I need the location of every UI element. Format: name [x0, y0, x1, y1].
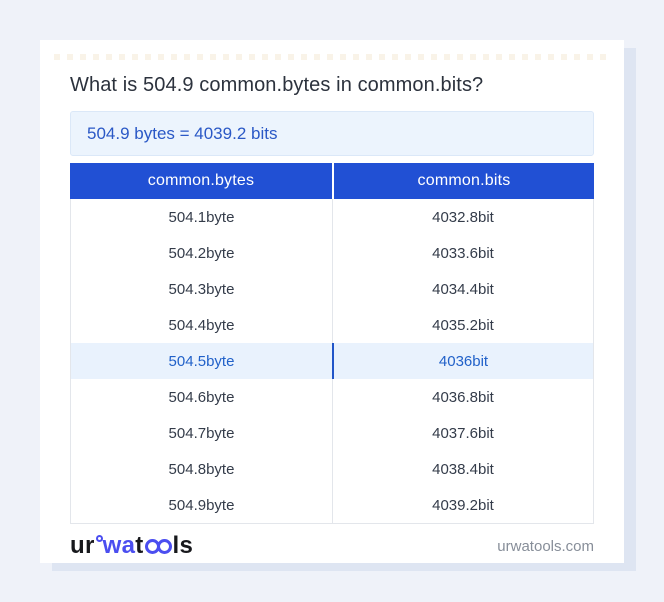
- site-domain: urwatools.com: [497, 537, 594, 555]
- bytes-value-link[interactable]: 504.6byte: [168, 388, 235, 406]
- bytes-value-link[interactable]: 504.8byte: [168, 460, 235, 478]
- table-header-bits: common.bits: [332, 163, 594, 199]
- bytes-value-link[interactable]: 504.4byte: [168, 316, 235, 334]
- bits-value-link[interactable]: 4033.6bit: [332, 235, 593, 271]
- bits-value-link[interactable]: 4034.4bit: [332, 271, 593, 307]
- dashed-divider: [54, 54, 610, 60]
- page-title: What is 504.9 common.bytes in common.bit…: [70, 74, 484, 96]
- bits-value-link[interactable]: 4035.2bit: [332, 307, 593, 343]
- bytes-value-link[interactable]: 504.1byte: [168, 208, 235, 226]
- conversion-result-box: 504.9 bytes = 4039.2 bits: [70, 111, 594, 156]
- table-header-row: common.bytes common.bits: [70, 163, 594, 199]
- ring-icon: [95, 535, 103, 542]
- logo-text-t: t: [135, 532, 144, 559]
- table-row: 504.8byte 4038.4bit: [71, 451, 593, 487]
- logo-text-ur: ur: [70, 532, 95, 559]
- table-row: 504.6byte 4036.8bit: [71, 379, 593, 415]
- bits-value-link[interactable]: 4037.6bit: [332, 415, 593, 451]
- table-row: 504.9byte 4039.2bit: [71, 487, 593, 523]
- bits-value-link[interactable]: 4036.8bit: [332, 379, 593, 415]
- card-footer: ur wa t ls urwatools.com: [70, 526, 594, 566]
- logo-text-wa: wa: [102, 532, 136, 559]
- urwatools-logo[interactable]: ur wa t ls: [70, 532, 193, 560]
- bits-value-link[interactable]: 4039.2bit: [332, 487, 593, 523]
- bytes-value-link[interactable]: 504.2byte: [168, 244, 235, 262]
- bytes-value-link[interactable]: 504.5byte: [168, 352, 235, 370]
- bytes-value-link[interactable]: 504.9byte: [168, 496, 235, 514]
- conversion-result-text: 504.9 bytes = 4039.2 bits: [87, 124, 278, 143]
- bits-value-link[interactable]: 4032.8bit: [332, 199, 593, 235]
- table-row: 504.7byte 4037.6bit: [71, 415, 593, 451]
- table-row: 504.1byte 4032.8bit: [71, 199, 593, 235]
- logo-text-ls: ls: [172, 532, 194, 559]
- table-row: 504.4byte 4035.2bit: [71, 307, 593, 343]
- glasses-oo-icon: [144, 539, 172, 554]
- bits-value-link[interactable]: 4036bit: [332, 343, 593, 379]
- table-body: 504.1byte 4032.8bit 504.2byte 4033.6bit …: [70, 199, 594, 524]
- bits-value-link[interactable]: 4038.4bit: [332, 451, 593, 487]
- table-row: 504.5byte 4036bit: [71, 343, 593, 379]
- converter-card: What is 504.9 common.bytes in common.bit…: [40, 40, 624, 563]
- bytes-value-link[interactable]: 504.7byte: [168, 424, 235, 442]
- table-row: 504.3byte 4034.4bit: [71, 271, 593, 307]
- bytes-value-link[interactable]: 504.3byte: [168, 280, 235, 298]
- table-header-bytes: common.bytes: [147, 172, 255, 189]
- conversion-table: common.bytes common.bits 504.1byte 4032.…: [70, 163, 594, 524]
- table-row: 504.2byte 4033.6bit: [71, 235, 593, 271]
